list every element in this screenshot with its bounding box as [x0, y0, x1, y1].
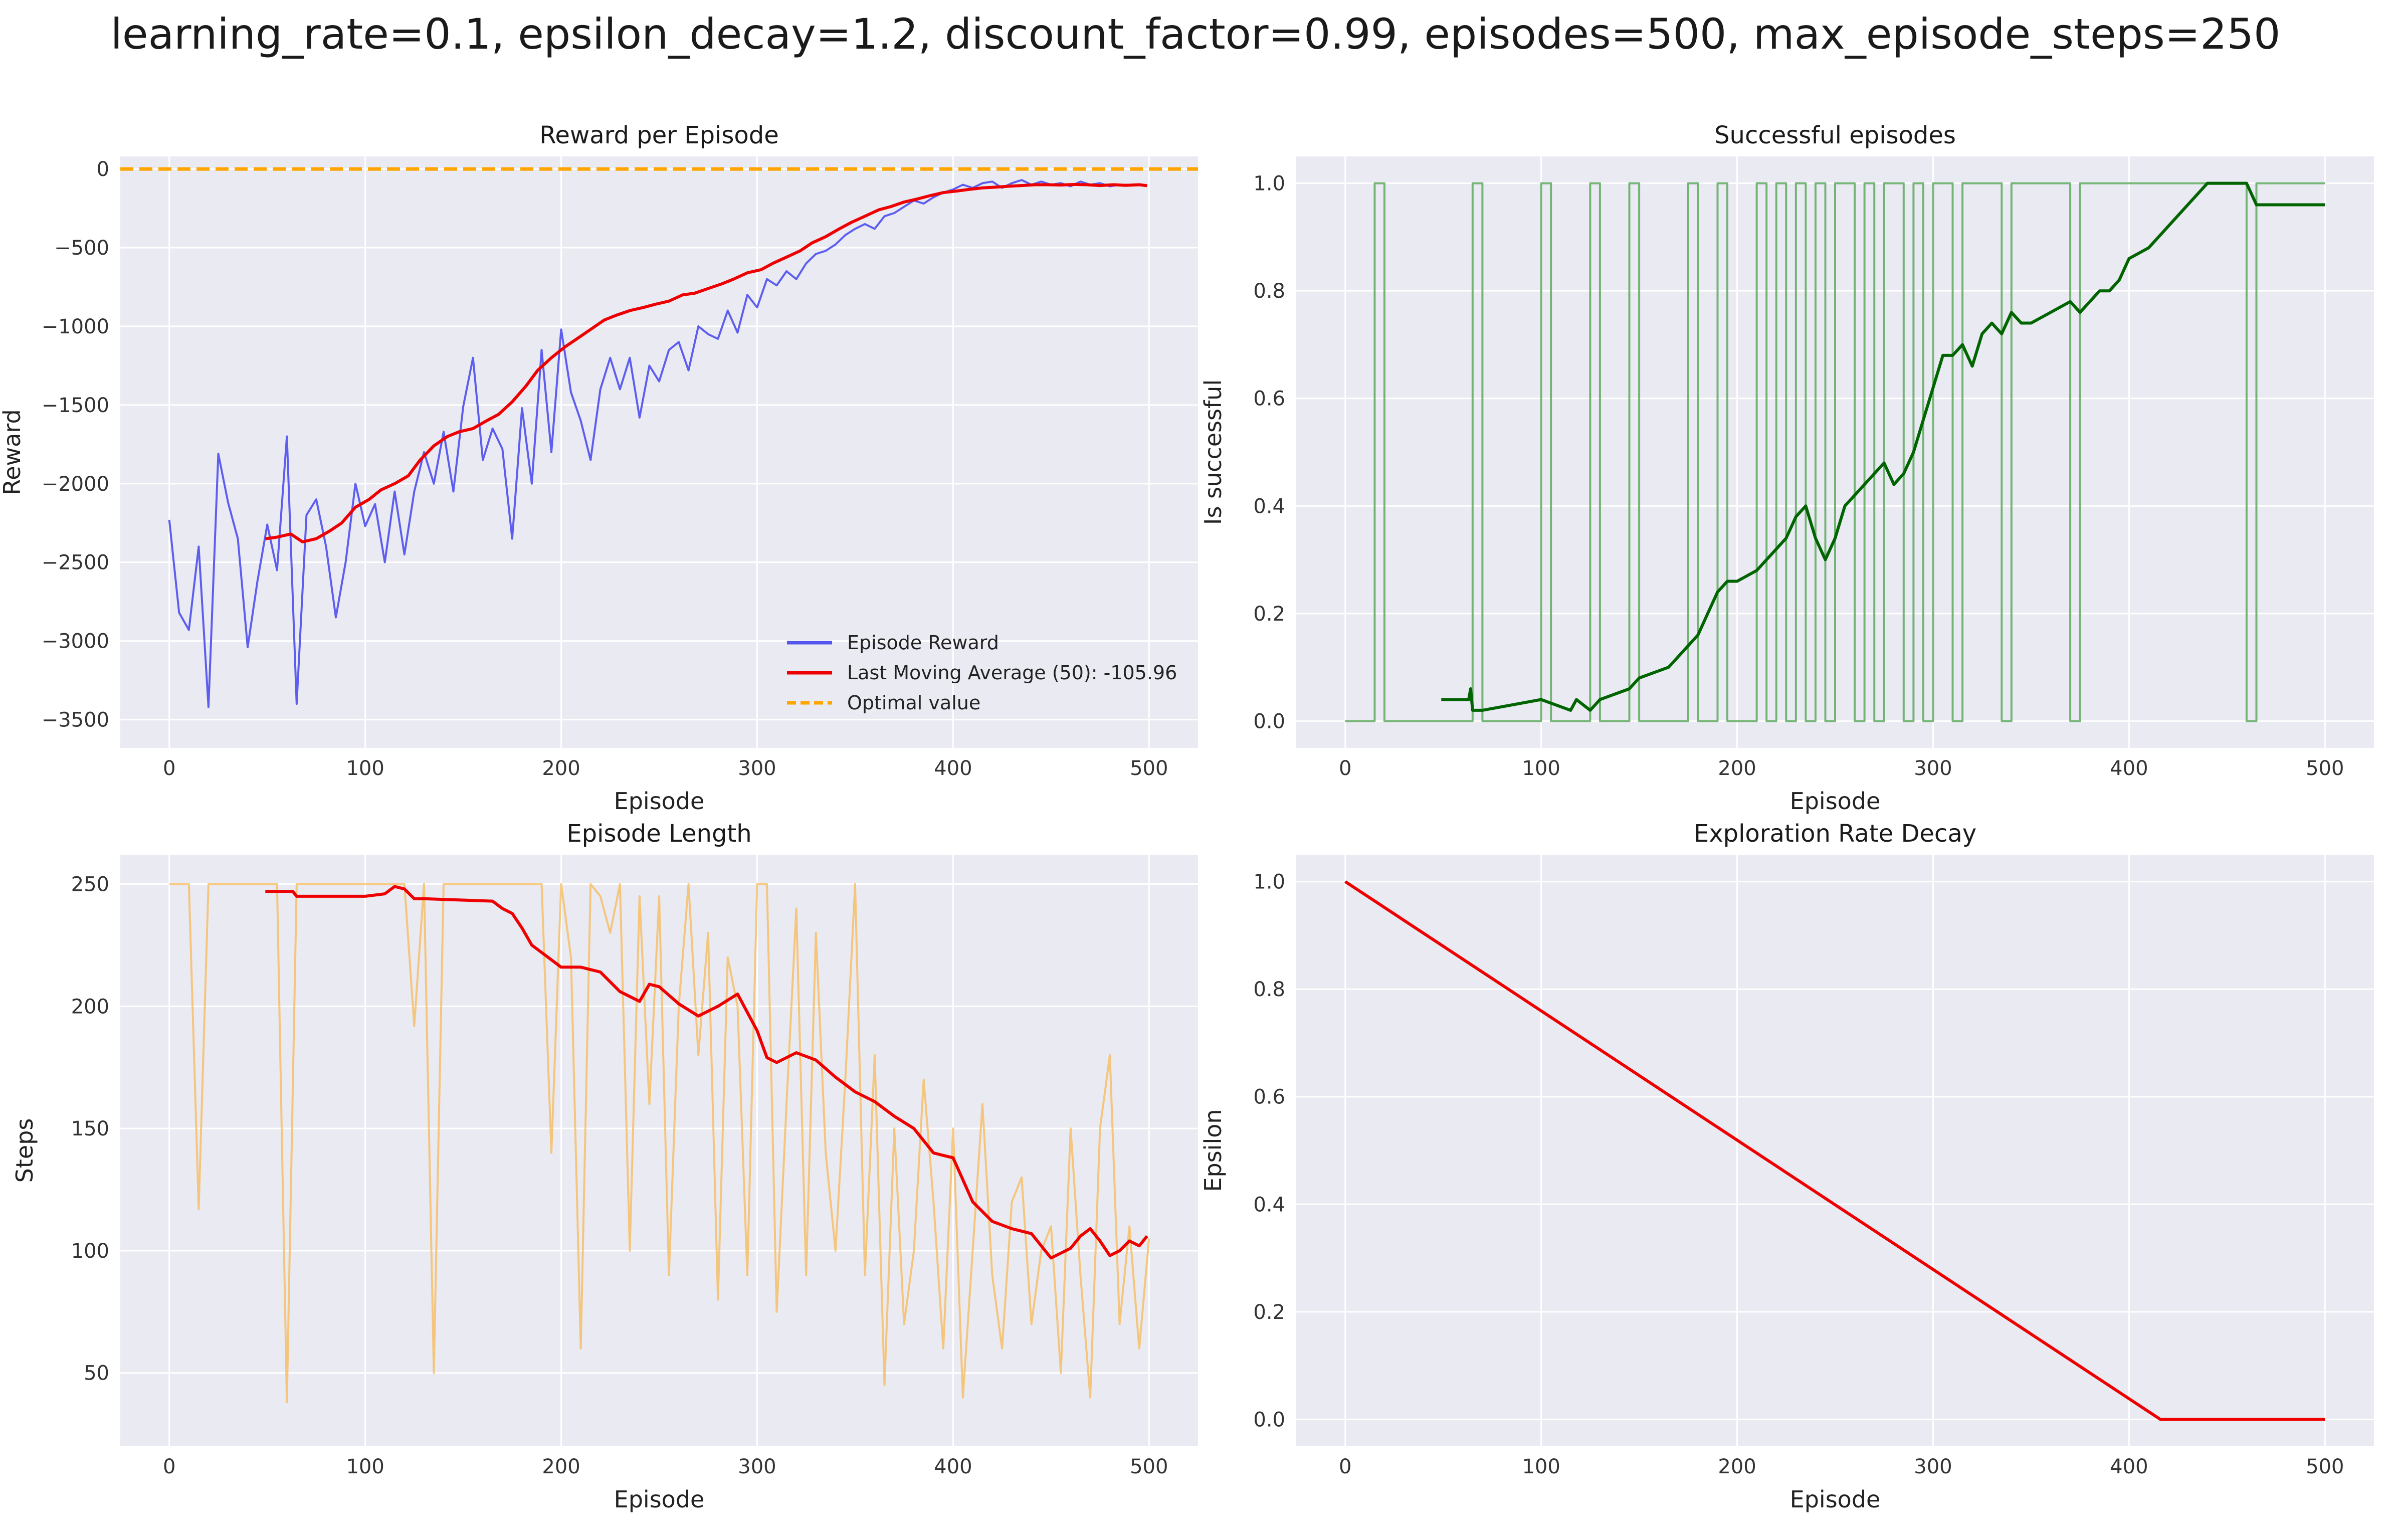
y-tick-label: 0.0: [1253, 1408, 1285, 1431]
x-tick-label: 0: [163, 757, 175, 780]
x-axis-label: Episode: [614, 1486, 705, 1513]
y-tick-label: 0.8: [1253, 280, 1285, 303]
x-tick-label: 100: [1522, 1455, 1560, 1478]
x-tick-label: 400: [934, 757, 972, 780]
chart-title: Episode Length: [566, 820, 751, 848]
x-tick-label: 400: [934, 1455, 972, 1478]
y-tick-label: 0.4: [1253, 495, 1285, 518]
x-tick-label: 0: [1339, 1455, 1351, 1478]
chart-title: Exploration Rate Decay: [1694, 820, 1976, 848]
x-axis-label: Episode: [1790, 1486, 1881, 1513]
series-line-0: [1345, 182, 2325, 722]
y-tick-label: 150: [71, 1117, 109, 1140]
x-tick-label: 200: [542, 757, 580, 780]
exploration-rate-decay-chart: 0 100 200 300 400 500 0.0 0.2 0.4 0.6 0.8 1.0 Explor…: [1200, 820, 2374, 1513]
y-axis-label: Steps: [11, 1118, 38, 1183]
x-tick-label: 400: [2110, 757, 2148, 780]
x-tick-label: 100: [346, 757, 384, 780]
episode-length-chart: 0 100 200 300 400 500 50 100 150 200 250 Episode Le…: [11, 820, 1198, 1513]
y-tick-label: 0.8: [1253, 978, 1285, 1001]
legend: Episode Reward Last Moving Average (50): …: [787, 632, 1177, 714]
plot-area: [120, 855, 1198, 1446]
y-tick-label: 0.2: [1253, 603, 1285, 626]
plot-area: [1296, 855, 2374, 1446]
y-tick-label: 0.6: [1253, 388, 1285, 411]
y-tick-label: −3500: [42, 709, 109, 732]
x-tick-label: 0: [1339, 757, 1351, 780]
x-tick-label: 300: [1914, 1455, 1952, 1478]
plot-area: [120, 156, 1198, 748]
y-tick-label: −3000: [42, 630, 109, 653]
x-axis-label: Episode: [1790, 788, 1881, 815]
series-line-1: [265, 885, 1148, 1260]
y-tick-label: 100: [71, 1240, 109, 1263]
y-tick-label: 200: [71, 995, 109, 1018]
x-tick-label: 100: [1522, 757, 1560, 780]
x-tick-label: 0: [163, 1455, 175, 1478]
x-tick-label: 400: [2110, 1455, 2148, 1478]
x-axis-label: Episode: [614, 788, 705, 815]
chart-title: Reward per Episode: [539, 121, 779, 149]
series-line-0: [1344, 880, 2325, 1421]
successful-episodes-chart: 0 100 200 300 400 500 0.0 0.2 0.4 0.6 0.8 1.0 Succes…: [1200, 121, 2374, 815]
y-axis-label: Is successful: [1200, 379, 1227, 525]
x-tick-label: 100: [346, 1455, 384, 1478]
x-tick-label: 300: [738, 1455, 776, 1478]
legend-label: Episode Reward: [847, 632, 999, 654]
legend-label: Last Moving Average (50): -105.96: [847, 662, 1177, 684]
y-axis-label: Epsilon: [1200, 1109, 1227, 1192]
y-tick-label: 0: [97, 158, 109, 181]
y-tick-label: 0.2: [1253, 1301, 1285, 1324]
y-tick-label: 1.0: [1253, 172, 1285, 196]
y-tick-label: 250: [71, 873, 109, 896]
x-tick-label: 200: [542, 1455, 580, 1478]
x-tick-label: 500: [1130, 757, 1168, 780]
figure-suptitle: learning_rate=0.1, epsilon_decay=1.2, di…: [110, 10, 2281, 59]
y-tick-label: 0.4: [1253, 1193, 1285, 1216]
x-tick-label: 200: [1718, 757, 1756, 780]
y-tick-label: −1500: [42, 394, 109, 417]
chart-title: Successful episodes: [1714, 121, 1956, 149]
x-tick-label: 300: [1914, 757, 1952, 780]
x-tick-label: 500: [2306, 1455, 2344, 1478]
y-tick-label: 50: [84, 1362, 109, 1385]
series-line-0: [169, 883, 1150, 1404]
x-tick-label: 200: [1718, 1455, 1756, 1478]
y-tick-label: −2500: [42, 551, 109, 574]
y-tick-label: 0.6: [1253, 1086, 1285, 1109]
y-tick-label: −1000: [42, 315, 109, 338]
y-tick-label: −2000: [42, 473, 109, 496]
y-axis-label: Reward: [0, 409, 26, 495]
x-tick-label: 500: [1130, 1455, 1168, 1478]
series-line-1: [265, 182, 1147, 543]
x-tick-label: 500: [2306, 757, 2344, 780]
y-tick-label: 0.0: [1253, 710, 1285, 733]
legend-label: Optimal value: [847, 692, 980, 714]
series-line-0: [168, 179, 1139, 708]
y-tick-label: −500: [54, 237, 109, 260]
y-tick-label: 1.0: [1253, 871, 1285, 894]
reward-per-episode-chart: 0 100 200 300 400 500 0 −500 −1000 −1500 −2000 −250…: [0, 121, 1198, 815]
series-line-1: [1441, 181, 2325, 712]
x-tick-label: 300: [738, 757, 776, 780]
